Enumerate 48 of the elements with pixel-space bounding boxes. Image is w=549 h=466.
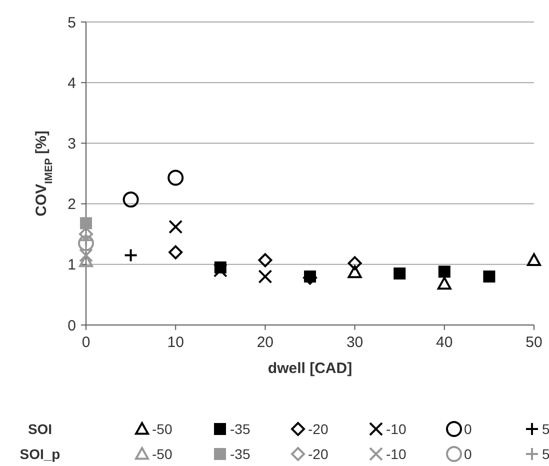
legend-label: 0 <box>464 446 472 462</box>
text: SOI_p <box>20 446 60 462</box>
y-tick-label: 4 <box>68 74 76 92</box>
legend-label: 0 <box>464 420 472 437</box>
point <box>258 270 272 284</box>
point <box>394 267 406 280</box>
point <box>348 265 362 278</box>
legend-label: -20 <box>308 446 328 462</box>
x-tick-label: 20 <box>256 334 274 351</box>
x-tick-label: 0 <box>82 334 90 351</box>
x-tick-label: 30 <box>346 334 364 351</box>
point <box>168 220 183 234</box>
y-tick-label: 5 <box>68 14 76 32</box>
y-tick-label: 1 <box>68 256 76 274</box>
point <box>258 253 272 268</box>
x-axis-title: dwell [CAD] <box>268 360 352 377</box>
point <box>79 227 93 242</box>
y-tick-label: 0 <box>68 317 76 334</box>
y-tick-label: 2 <box>68 196 76 214</box>
legend-label: 5 <box>542 446 549 462</box>
legend-label: -50 <box>152 446 172 462</box>
legend-label: -50 <box>152 420 172 437</box>
point <box>168 170 184 186</box>
legend-label: -35 <box>230 420 250 437</box>
y-tick-label: 3 <box>68 135 76 152</box>
point <box>527 253 541 266</box>
legend-label: -20 <box>308 420 328 437</box>
x-tick-label: 40 <box>436 334 453 351</box>
point <box>122 192 139 208</box>
legend-label: -10 <box>386 446 406 462</box>
point <box>124 248 138 262</box>
point <box>437 276 452 290</box>
point <box>213 263 228 278</box>
point <box>168 245 183 260</box>
legend-label: -10 <box>386 420 406 437</box>
legend-label: 5 <box>542 420 549 437</box>
legend-label: -35 <box>230 446 250 462</box>
text: SOI <box>28 420 52 437</box>
point <box>348 256 362 270</box>
point <box>79 254 93 268</box>
point <box>79 248 93 262</box>
x-tick-label: 10 <box>167 334 184 351</box>
point <box>78 235 94 252</box>
point <box>483 270 496 283</box>
point <box>438 266 450 278</box>
point <box>80 217 92 230</box>
x-tick-label: 50 <box>526 334 542 351</box>
point <box>79 233 93 248</box>
